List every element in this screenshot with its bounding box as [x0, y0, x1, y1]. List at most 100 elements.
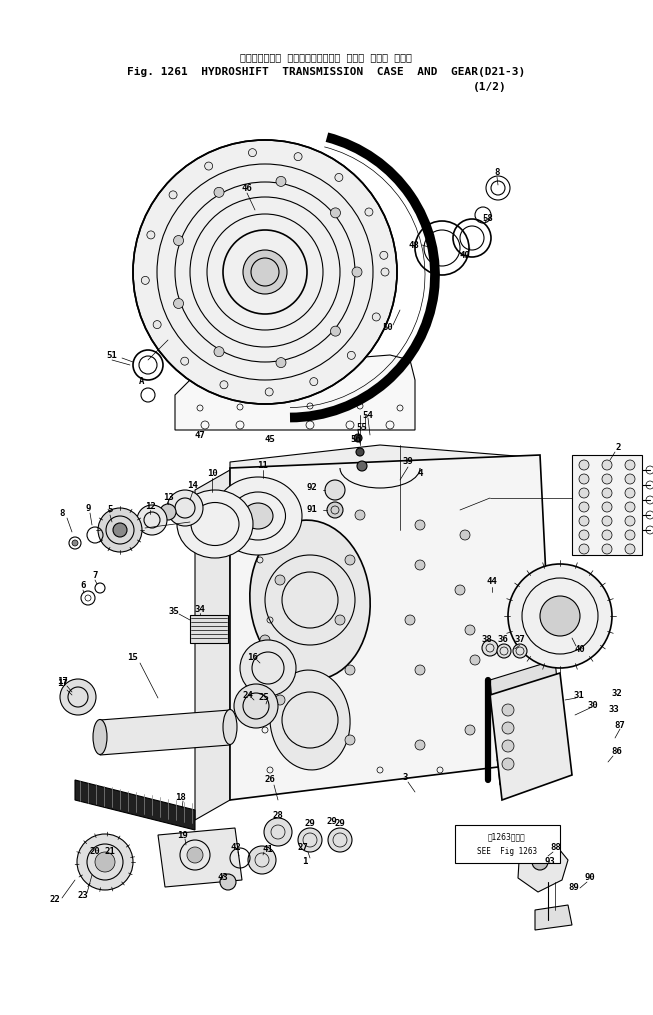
Circle shape	[325, 480, 345, 500]
Text: 14: 14	[187, 481, 199, 490]
Text: 38: 38	[482, 635, 492, 645]
Circle shape	[345, 555, 355, 565]
Circle shape	[133, 140, 397, 404]
Circle shape	[602, 488, 612, 498]
Circle shape	[276, 177, 286, 187]
Text: 11: 11	[258, 461, 268, 470]
Circle shape	[415, 665, 425, 675]
Text: 41: 41	[263, 844, 274, 854]
Circle shape	[602, 502, 612, 512]
Text: 20: 20	[89, 848, 101, 857]
Text: 40: 40	[575, 646, 585, 655]
Circle shape	[260, 515, 270, 525]
Text: 47: 47	[195, 431, 206, 441]
Circle shape	[405, 615, 415, 625]
Circle shape	[264, 818, 292, 845]
Circle shape	[365, 208, 373, 216]
Circle shape	[298, 828, 322, 852]
Text: 23: 23	[78, 890, 88, 899]
Circle shape	[357, 461, 367, 471]
Circle shape	[169, 191, 177, 199]
Text: 7: 7	[92, 570, 98, 580]
Circle shape	[220, 874, 236, 890]
Text: SEE  Fig 1263: SEE Fig 1263	[477, 847, 537, 856]
Text: 8: 8	[59, 509, 65, 518]
Circle shape	[204, 162, 213, 171]
Text: ハイドロシフト  トランスミッション  ケース  および  ギヤー: ハイドロシフト トランスミッション ケース および ギヤー	[240, 52, 412, 62]
Circle shape	[345, 665, 355, 675]
Circle shape	[579, 516, 589, 526]
Circle shape	[625, 530, 635, 540]
Text: 9: 9	[86, 503, 91, 513]
Text: 28: 28	[272, 811, 283, 819]
Text: 91: 91	[307, 505, 317, 515]
Circle shape	[579, 502, 589, 512]
Circle shape	[95, 852, 115, 872]
Circle shape	[72, 540, 78, 546]
Polygon shape	[535, 905, 572, 930]
Text: Fig. 1261  HYDROSHIFT  TRANSMISSION  CASE  AND  GEAR(D21-3): Fig. 1261 HYDROSHIFT TRANSMISSION CASE A…	[127, 67, 525, 77]
Text: 26: 26	[264, 775, 276, 785]
Circle shape	[141, 276, 150, 284]
Text: 48: 48	[409, 241, 419, 250]
Circle shape	[482, 640, 498, 656]
Circle shape	[265, 388, 273, 396]
Circle shape	[455, 585, 465, 595]
Circle shape	[625, 460, 635, 470]
Circle shape	[174, 235, 183, 246]
Circle shape	[153, 321, 161, 329]
Text: 29: 29	[326, 817, 338, 826]
Text: 36: 36	[498, 635, 509, 645]
Circle shape	[602, 516, 612, 526]
Text: 18: 18	[174, 793, 185, 802]
Text: 4: 4	[417, 469, 422, 477]
Circle shape	[240, 640, 296, 696]
Text: 45: 45	[264, 435, 276, 445]
Text: 39: 39	[403, 458, 413, 467]
Text: 89: 89	[569, 883, 579, 892]
Text: 49: 49	[460, 251, 470, 260]
Circle shape	[381, 268, 389, 276]
Circle shape	[502, 722, 514, 734]
Circle shape	[540, 596, 580, 636]
Text: 5: 5	[107, 505, 113, 515]
Circle shape	[508, 564, 612, 668]
Text: 31: 31	[573, 690, 584, 699]
Circle shape	[602, 460, 612, 470]
Circle shape	[415, 740, 425, 750]
Circle shape	[330, 208, 340, 218]
Circle shape	[243, 250, 287, 294]
Circle shape	[579, 530, 589, 540]
Text: 42: 42	[231, 843, 242, 853]
Ellipse shape	[250, 520, 370, 680]
Text: 87: 87	[614, 721, 626, 730]
Circle shape	[465, 625, 475, 635]
Circle shape	[513, 644, 527, 658]
Circle shape	[248, 845, 276, 874]
Polygon shape	[490, 660, 565, 785]
Polygon shape	[195, 470, 230, 820]
Text: 27: 27	[298, 843, 308, 853]
Circle shape	[276, 357, 286, 367]
Circle shape	[160, 504, 176, 520]
Text: 19: 19	[178, 830, 188, 839]
Text: 34: 34	[195, 606, 206, 614]
Circle shape	[579, 460, 589, 470]
Circle shape	[187, 847, 203, 863]
Ellipse shape	[270, 670, 350, 770]
Circle shape	[174, 298, 183, 309]
Text: 90: 90	[584, 874, 596, 882]
Text: 1: 1	[302, 858, 308, 867]
Circle shape	[625, 474, 635, 484]
Text: A: A	[139, 378, 145, 387]
Ellipse shape	[177, 490, 253, 558]
Circle shape	[502, 740, 514, 752]
Circle shape	[275, 695, 285, 705]
Circle shape	[260, 635, 270, 645]
Text: 35: 35	[168, 608, 180, 616]
Circle shape	[98, 508, 142, 552]
Text: 88: 88	[550, 843, 562, 853]
Text: 17: 17	[57, 679, 67, 688]
Text: 15: 15	[127, 654, 138, 663]
Text: 29: 29	[305, 818, 315, 827]
